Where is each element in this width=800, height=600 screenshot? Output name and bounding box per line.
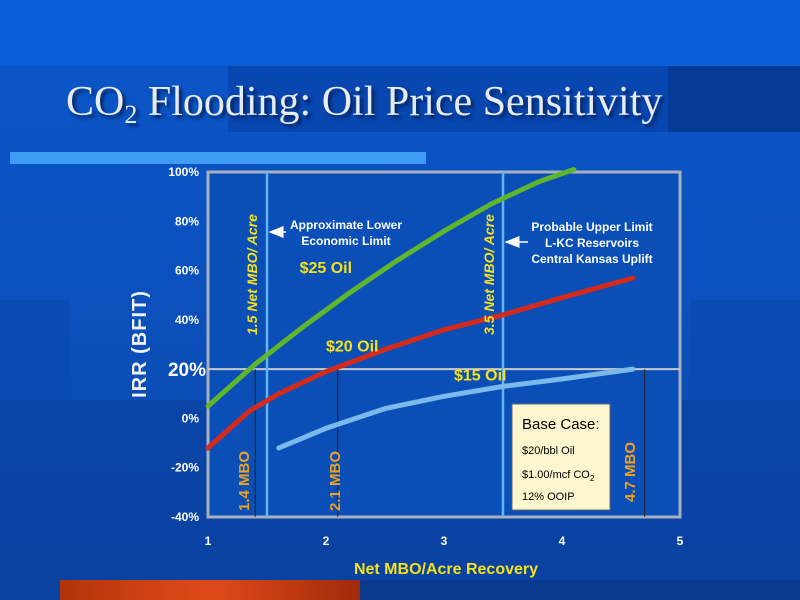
dropline-label-3: 4.7 MBO	[622, 442, 639, 502]
accent-stripe	[10, 152, 426, 164]
x-axis-label: Net MBO/Acre Recovery	[354, 561, 538, 578]
right-band	[690, 300, 800, 400]
annotation-upper-line-3: Central Kansas Uplift	[531, 252, 652, 266]
bottom-blue-stripe	[360, 580, 800, 600]
x-tick-label: 1	[205, 534, 212, 548]
series-label-3: $15 Oil	[454, 367, 506, 384]
ytick-highlight: 20%	[168, 360, 206, 381]
dropline-label-2: 2.1 MBO	[327, 451, 344, 511]
series-line-3	[276, 366, 636, 451]
series-line-2	[205, 275, 636, 451]
x-tick-label: 3	[441, 534, 448, 548]
base-case-line-1: $20/bbl Oil	[522, 445, 575, 457]
annotation-lower-line-1: Approximate Lower	[290, 218, 402, 232]
series-label-2: $20 Oil	[326, 339, 378, 356]
y-tick-label: -40%	[171, 510, 199, 524]
slide-title: CO2 Flooding: Oil Price Sensitivity	[66, 79, 663, 129]
base-case-box: Base Case: $20/bbl Oil $1.00/mcf CO2 12%…	[511, 403, 611, 511]
header-band	[0, 0, 800, 66]
y-tick-label: 60%	[175, 264, 199, 278]
vline-label-1: 1.5 Net MBO/ Acre	[244, 214, 260, 335]
x-tick-label: 4	[559, 534, 566, 548]
y-tick-label: 100%	[168, 165, 199, 179]
annotation-upper-line-2: L-KC Reservoirs	[545, 236, 639, 250]
header-darker-block	[668, 66, 800, 132]
x-tick-label: 2	[323, 534, 330, 548]
bottom-red-stripe	[60, 580, 360, 600]
base-case-line-2: $1.00/mcf CO2	[522, 469, 595, 483]
series-label-1: $25 Oil	[300, 260, 352, 277]
series-line-1	[205, 167, 577, 409]
vline-label-2: 3.5 Net MBO/ Acre	[481, 214, 497, 335]
y-tick-label: 0%	[182, 411, 200, 425]
y-axis-label: IRR (BFIT)	[129, 290, 151, 398]
y-tick-label: 40%	[175, 313, 199, 327]
y-tick-label: 80%	[175, 214, 199, 228]
left-band	[0, 300, 70, 400]
annotation-lower-line-2: Economic Limit	[301, 234, 390, 248]
y-tick-label: -20%	[171, 461, 199, 475]
base-case-title: Base Case:	[522, 416, 600, 433]
dropline-label-1: 1.4 MBO	[236, 451, 253, 511]
base-case-line-3: 12% OOIP	[522, 491, 575, 503]
x-tick-label: 5	[677, 534, 684, 548]
annotation-upper-line-1: Probable Upper Limit	[531, 220, 652, 234]
